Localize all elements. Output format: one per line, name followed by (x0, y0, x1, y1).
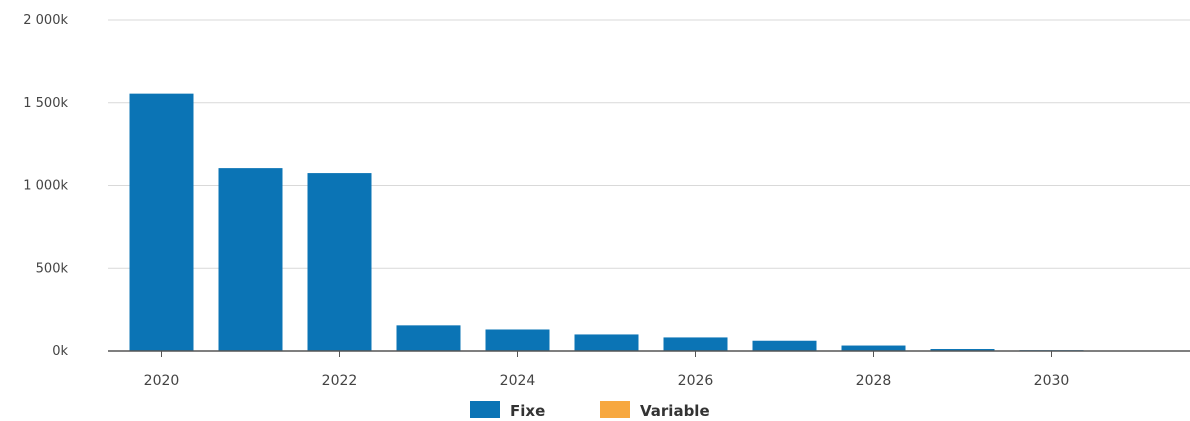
legend-label: Variable (640, 402, 710, 420)
bars (129, 93, 1173, 352)
y-tick-label: 2 000k (23, 13, 68, 28)
x-tick-label: 2022 (322, 373, 358, 389)
y-tick-label: 0k (52, 344, 68, 359)
legend-swatch (600, 401, 630, 418)
grid-lines (108, 19, 1190, 269)
x-tick-label: 2028 (856, 373, 892, 389)
x-axis: 2020 2022 2024 2026 2028 2030 (144, 351, 1070, 389)
bar-fixe-2022[interactable] (307, 173, 372, 351)
legend-item-fixe[interactable]: Fixe (470, 401, 545, 420)
legend: Fixe Variable (470, 401, 710, 420)
legend-swatch (470, 401, 500, 418)
y-axis: 0k 500k 1 000k 1 500k 2 000k (23, 13, 68, 359)
bar-fixe-2021[interactable] (218, 168, 283, 351)
bar-fixe-2025[interactable] (574, 334, 639, 351)
y-tick-label: 1 500k (23, 96, 68, 111)
bar-fixe-2027[interactable] (752, 340, 817, 351)
bar-fixe-2026[interactable] (663, 337, 728, 351)
bar-fixe-2020[interactable] (129, 93, 194, 352)
bar-fixe-2024[interactable] (485, 329, 550, 351)
bar-fixe-2028[interactable] (841, 345, 906, 351)
bar-fixe-2023[interactable] (396, 325, 461, 351)
x-tick-label: 2026 (678, 373, 714, 389)
y-tick-label: 1 000k (23, 179, 68, 194)
x-tick-label: 2020 (144, 373, 180, 389)
legend-item-variable[interactable]: Variable (600, 401, 710, 420)
legend-label: Fixe (510, 402, 545, 420)
x-tick-label: 2030 (1034, 373, 1070, 389)
y-tick-label: 500k (36, 261, 69, 276)
x-tick-label: 2024 (500, 373, 536, 389)
bar-fixe-2029[interactable] (930, 349, 995, 351)
